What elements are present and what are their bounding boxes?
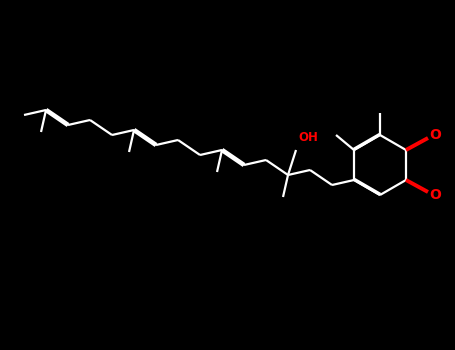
Text: OH: OH: [298, 131, 318, 144]
Text: O: O: [429, 128, 441, 142]
Text: O: O: [429, 188, 441, 202]
